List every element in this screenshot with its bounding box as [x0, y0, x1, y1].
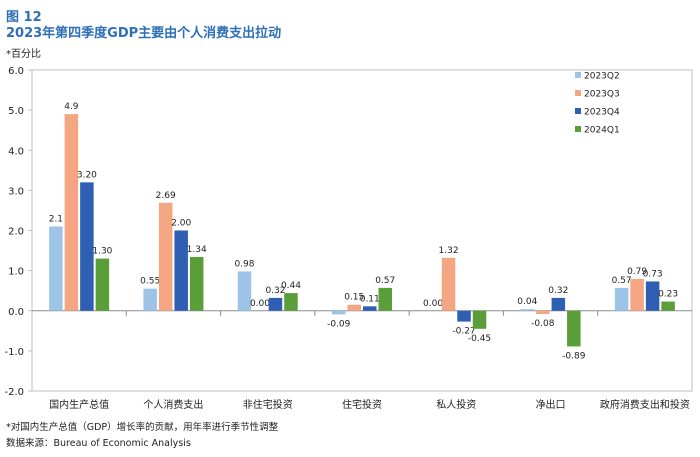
data-label: -0.09: [327, 319, 351, 329]
source-note: 数据来源：Bureau of Economic Analysis: [6, 438, 191, 449]
y-tick-label: -2.0: [4, 387, 24, 398]
data-label: 4.9: [64, 102, 79, 112]
data-label: 0.00: [250, 299, 270, 309]
y-tick-label: 4.0: [8, 146, 24, 157]
legend-item-label: 2023Q2: [584, 72, 620, 82]
data-label: -0.45: [468, 334, 491, 344]
plot-frame: [31, 69, 693, 392]
data-label: 0.44: [281, 281, 301, 291]
bar-2023q2: [49, 226, 63, 311]
data-label: 0.04: [517, 297, 537, 307]
x-category-label: 国内生产总值: [49, 398, 109, 411]
data-label: 0.32: [548, 286, 568, 296]
bar-2023q4: [174, 230, 188, 311]
bar-2024q1: [567, 310, 581, 347]
bar-2023q2: [237, 271, 252, 311]
data-label: 0.32: [265, 286, 285, 296]
data-label: 0.98: [234, 259, 254, 269]
legend-swatch: [575, 108, 581, 114]
bar-2023q4: [457, 310, 471, 322]
legend-item-label: 2023Q4: [584, 108, 620, 118]
bar-2024q1: [661, 301, 675, 311]
legend-item-label: 2024Q1: [584, 126, 620, 136]
data-label: 0.55: [140, 277, 160, 287]
legend-swatch: [575, 90, 581, 96]
bar-2023q4: [551, 297, 566, 311]
data-label: 3.20: [77, 170, 97, 180]
bar-2023q2: [332, 310, 346, 315]
data-label: 0.23: [658, 290, 678, 300]
x-category-label: 非住宅投资: [243, 398, 293, 411]
footnote: *对国内生产总值（GDP）增长率的贡献，用年率进行季节性调整: [6, 422, 279, 433]
bar-2023q2: [143, 288, 157, 311]
data-label: 0.73: [643, 269, 663, 279]
data-label: 1.32: [439, 246, 459, 256]
data-label: 0.79: [627, 267, 647, 277]
bar-2023q3: [64, 114, 79, 311]
data-label: 1.34: [187, 245, 207, 255]
data-label: 0.57: [612, 276, 632, 286]
y-tick-label: 5.0: [8, 106, 24, 117]
bar-2023q3: [158, 202, 173, 311]
data-label: 2.00: [171, 219, 191, 229]
data-label: -0.27: [452, 327, 475, 337]
chart-title: 2023年第四季度GDP主要由个人消费支出拉动: [6, 26, 282, 41]
y-tick-label: 6.0: [8, 66, 24, 77]
x-category-label: 净出口: [536, 398, 566, 411]
x-category-label: 个人消费支出: [143, 398, 203, 411]
data-label: 0.00: [423, 299, 443, 309]
data-label: 0.57: [375, 276, 395, 286]
bar-2023q3: [536, 310, 550, 314]
bar-2023q4: [80, 182, 94, 311]
bar-2024q1: [95, 258, 110, 311]
figure-label: 图 12: [6, 10, 42, 25]
unit-label: *百分比: [6, 49, 41, 60]
bar-2023q4: [268, 297, 283, 311]
data-label: -0.08: [531, 319, 555, 329]
data-label: 2.69: [156, 191, 176, 201]
data-label: 0.11: [360, 294, 380, 304]
data-label: 2.1: [49, 214, 63, 224]
bar-2023q3: [441, 257, 456, 311]
bar-2023q3: [630, 279, 644, 311]
legend-item-label: 2023Q3: [584, 90, 620, 100]
y-tick-label: 0.0: [8, 307, 24, 318]
data-label: -0.89: [562, 351, 586, 361]
bar-2024q1: [378, 287, 392, 311]
legend-swatch: [575, 126, 581, 132]
y-tick-label: 3.0: [8, 186, 24, 197]
bar-2024q1: [472, 310, 487, 329]
bar-2023q3: [347, 304, 361, 311]
bar-2023q4: [645, 281, 660, 311]
y-tick-label: 2.0: [8, 227, 24, 238]
data-label: 1.30: [92, 247, 112, 257]
bar-2023q4: [363, 306, 377, 311]
bar-2023q2: [520, 309, 535, 311]
legend-swatch: [575, 72, 581, 78]
y-tick-label: 1.0: [8, 267, 24, 278]
data-label: 0.15: [344, 293, 364, 303]
x-category-label: 住宅投资: [342, 398, 382, 411]
bar-2024q1: [189, 256, 204, 311]
x-category-label: 政府消费支出和投资: [600, 398, 690, 411]
y-tick-label: -1.0: [4, 347, 24, 358]
bar-2024q1: [284, 293, 298, 311]
x-category-label: 私人投资: [436, 398, 476, 411]
bar-2023q2: [614, 287, 629, 311]
